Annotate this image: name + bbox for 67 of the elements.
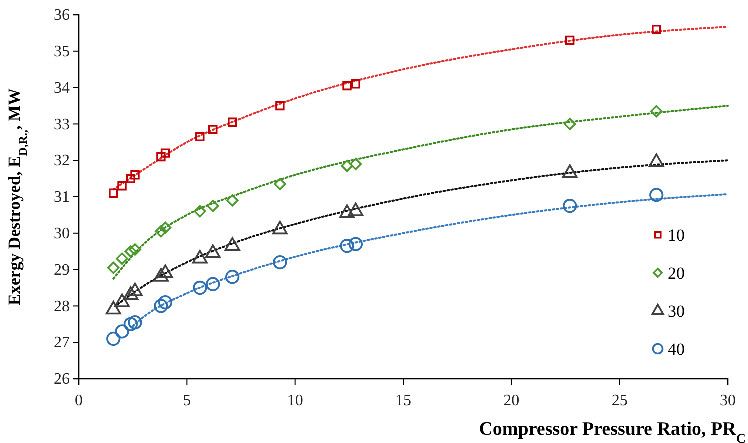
point bbox=[154, 299, 168, 314]
point bbox=[116, 252, 128, 266]
point bbox=[348, 237, 363, 252]
point bbox=[208, 125, 218, 134]
legend-label: 40 bbox=[668, 340, 685, 359]
line-series bbox=[132, 193, 729, 328]
point bbox=[193, 280, 208, 296]
point bbox=[126, 174, 136, 184]
point bbox=[206, 277, 220, 292]
line-series bbox=[112, 105, 729, 280]
point bbox=[109, 188, 118, 198]
point bbox=[650, 188, 664, 202]
y-tick-label: 35 bbox=[54, 44, 70, 61]
point bbox=[565, 36, 575, 46]
y-tick-label: 36 bbox=[54, 7, 70, 24]
point bbox=[273, 255, 288, 270]
point bbox=[160, 148, 170, 158]
point bbox=[342, 81, 352, 91]
x-tick-label: 25 bbox=[612, 392, 628, 410]
point bbox=[156, 152, 166, 162]
point bbox=[124, 317, 138, 332]
point bbox=[652, 24, 662, 34]
x-axis-title: Compressor Pressure Ratio, PR$_{C}$ bbox=[479, 419, 746, 443]
point bbox=[350, 158, 362, 170]
point bbox=[196, 132, 205, 142]
y-tick-label: 31 bbox=[54, 189, 70, 206]
point bbox=[351, 80, 361, 89]
y-tick-label: 34 bbox=[54, 80, 70, 97]
x-tick-label: 20 bbox=[504, 392, 520, 410]
y-tick-label: 27 bbox=[54, 334, 70, 352]
y-tick-label: 28 bbox=[54, 298, 70, 316]
point bbox=[341, 160, 354, 172]
x-tick-label: 10 bbox=[287, 392, 304, 410]
point bbox=[228, 118, 238, 127]
y-tick-label: 26 bbox=[54, 371, 70, 388]
point bbox=[129, 244, 142, 256]
x-tick-label: 30 bbox=[720, 392, 736, 410]
y-tick-label: 30 bbox=[54, 226, 70, 243]
point bbox=[226, 270, 240, 284]
y-tick-label: 29 bbox=[54, 262, 70, 279]
point bbox=[130, 170, 140, 180]
x-tick-label: 5 bbox=[183, 392, 192, 410]
point bbox=[276, 101, 285, 111]
point bbox=[118, 181, 127, 191]
point bbox=[155, 225, 168, 238]
point bbox=[107, 262, 120, 274]
point bbox=[340, 239, 354, 254]
point bbox=[226, 194, 239, 207]
point bbox=[650, 105, 663, 118]
y-tick-label: 32 bbox=[54, 152, 70, 170]
point bbox=[115, 324, 130, 339]
point bbox=[158, 295, 173, 310]
point bbox=[206, 200, 220, 212]
y-tick-label: 33 bbox=[54, 116, 70, 134]
point bbox=[106, 332, 121, 346]
legend-label: 10 bbox=[668, 226, 685, 245]
point bbox=[159, 222, 172, 234]
point bbox=[562, 199, 578, 214]
legend-label: 20 bbox=[668, 264, 685, 283]
point bbox=[274, 178, 286, 190]
point bbox=[194, 205, 206, 218]
point bbox=[564, 118, 576, 130]
point bbox=[124, 245, 138, 258]
point bbox=[128, 316, 142, 330]
legend-label: 30 bbox=[668, 302, 685, 321]
x-tick-label: 15 bbox=[396, 392, 412, 410]
x-tick-label: 0 bbox=[75, 392, 83, 410]
